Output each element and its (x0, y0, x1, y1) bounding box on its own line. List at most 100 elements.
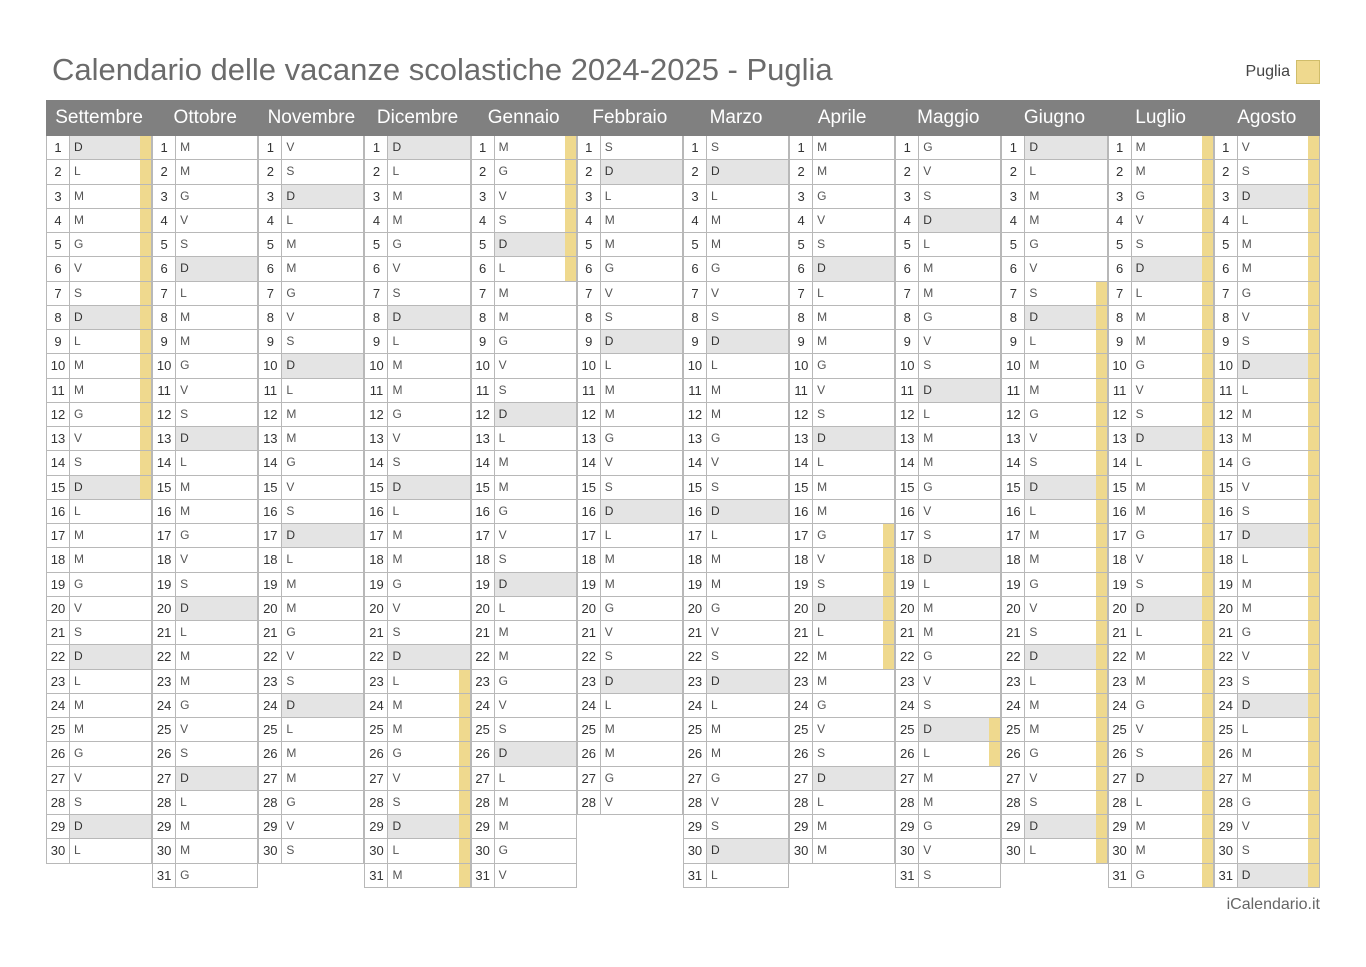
day-number: 11 (895, 378, 920, 402)
day-number: 10 (364, 354, 389, 378)
holiday-marker (1154, 621, 1214, 645)
day-cell (410, 572, 471, 596)
day-number: 16 (258, 499, 283, 523)
day-number: 21 (1107, 621, 1132, 645)
legend-label: Puglia (1245, 63, 1290, 80)
footer-credit[interactable]: iCalendario.it (1226, 896, 1320, 913)
day-row: 27 D (789, 766, 896, 791)
day-number: 17 (1107, 524, 1132, 548)
day-number: 10 (1213, 354, 1238, 378)
day-number: 11 (258, 378, 283, 402)
day-row: 30 L (1001, 839, 1108, 864)
day-cell (517, 378, 577, 402)
weekday-letter: L (1241, 212, 1249, 227)
day-number: 6 (46, 257, 70, 281)
day-row: 24 G (152, 693, 259, 718)
day-number: 8 (258, 305, 283, 329)
weekday-letter: M (74, 528, 84, 542)
day-cell (517, 427, 577, 451)
day-number: 22 (258, 645, 283, 669)
day-row: 15 M (470, 475, 577, 500)
holiday-marker (1260, 669, 1320, 693)
day-row: 12 S (789, 402, 896, 427)
day-row: 16 S (258, 499, 365, 524)
day-cell (517, 718, 577, 742)
holiday-marker (1154, 451, 1214, 475)
day-number: 28 (1213, 790, 1238, 814)
holiday-marker (835, 596, 896, 620)
day-row: 18 D (895, 548, 1002, 573)
day-row: 17 S (895, 524, 1002, 549)
holiday-marker (1260, 815, 1320, 839)
day-number: 12 (258, 402, 283, 426)
day-cell (835, 160, 896, 184)
weekday-letter: M (392, 697, 403, 712)
weekday-letter: G (392, 746, 402, 761)
day-row: 14 G (258, 451, 365, 476)
day-row: 22 V (1213, 645, 1320, 670)
day-row: 30 D (682, 839, 790, 864)
holiday-marker (1047, 499, 1108, 523)
day-row: 29 S (682, 815, 790, 840)
weekday-letter: V (1241, 309, 1250, 324)
day-cell (623, 354, 683, 378)
weekday-letter: V (817, 722, 826, 736)
day-row: 30 S (1213, 839, 1320, 864)
weekday-letter: M (286, 576, 297, 591)
day-cell (304, 718, 365, 742)
day-number: 16 (895, 499, 920, 523)
holiday-marker (1260, 645, 1320, 669)
month-column-aprile: 1 M 2 M 3 G 4 V 5 S 6 D 7 L 8 M 9 M 10 G 11 V 12 S 13 D 14 L 15 M 16 M 1… (789, 136, 896, 864)
weekday-letter: M (392, 382, 403, 397)
day-cell (198, 863, 259, 887)
day-row: 21 G (258, 621, 365, 646)
day-cell (729, 208, 790, 232)
day-row: 14 L (152, 451, 259, 476)
day-row: 20 V (46, 596, 153, 621)
weekday-letter: V (1135, 552, 1144, 567)
weekday-letter: L (180, 625, 187, 639)
weekday-letter: S (74, 625, 83, 639)
day-number: 22 (789, 645, 814, 669)
day-cell (304, 136, 365, 160)
day-number: 4 (46, 208, 70, 232)
weekday-letter: S (74, 455, 83, 470)
weekday-letter: G (604, 431, 615, 445)
day-row: 14 L (789, 451, 896, 476)
day-number: 16 (470, 499, 495, 523)
weekday-letter: V (1241, 140, 1250, 154)
day-number: 25 (895, 718, 920, 742)
day-number: 13 (152, 427, 177, 451)
day-row: 17 G (152, 524, 259, 549)
day-row: 15 D (46, 475, 153, 500)
weekday-letter: V (392, 431, 401, 445)
weekday-letter: S (286, 673, 295, 688)
holiday-marker (1260, 233, 1320, 257)
day-number: 5 (258, 233, 283, 257)
weekday-letter: M (1029, 722, 1040, 736)
day-cell (304, 427, 365, 451)
weekday-letter: L (286, 722, 293, 736)
weekday-letter: V (498, 867, 507, 882)
day-row: 14 S (1001, 451, 1108, 476)
month-columns: 1 D 2 L 3 M 4 M 5 G 6 V 7 S 8 D 9 L 10 M 11 M 12 G 13 V 14 S 15 D 16 L 1… (46, 136, 1320, 888)
weekday-letter: M (604, 406, 615, 421)
day-row: 19 S (789, 572, 896, 597)
day-row: 10 M (1001, 354, 1108, 379)
day-number: 4 (789, 208, 814, 232)
weekday-letter: G (817, 358, 827, 373)
weekday-letter: S (498, 212, 507, 227)
weekday-letter: V (817, 212, 826, 227)
day-row: 31 G (152, 863, 259, 888)
